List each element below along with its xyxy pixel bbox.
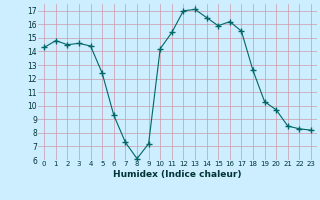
X-axis label: Humidex (Indice chaleur): Humidex (Indice chaleur) xyxy=(113,170,242,179)
